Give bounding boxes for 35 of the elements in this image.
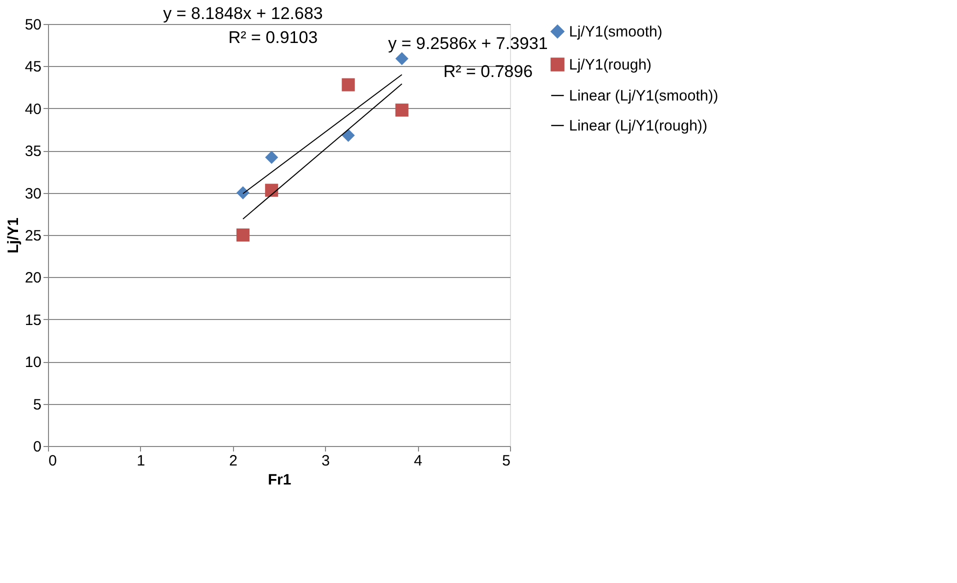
annotation: R² = 0.7896 xyxy=(443,62,533,81)
legend-label: Linear (Lj/Y1(smooth)) xyxy=(569,88,718,104)
y-tick-label: 35 xyxy=(24,143,42,160)
text: y = 8.1848x + 12.683 xyxy=(163,4,323,23)
point xyxy=(265,184,278,197)
point xyxy=(265,150,278,164)
point xyxy=(236,186,250,200)
legend-label: Linear (Lj/Y1(rough)) xyxy=(569,118,708,134)
x-axis-title: Fr1 xyxy=(268,472,292,488)
y-tick-label: 50 xyxy=(24,16,42,34)
y-tick-label: 10 xyxy=(24,354,42,372)
y-tick-label: 40 xyxy=(24,100,42,118)
x-tick-label: 4 xyxy=(414,452,422,470)
y-tick-label: 30 xyxy=(24,185,42,202)
point xyxy=(395,104,408,117)
annotation: R² = 0.9103 xyxy=(228,28,318,47)
x-tick-label: 0 xyxy=(48,452,57,470)
y-tick-label: 25 xyxy=(24,228,42,244)
y-tick-label: 20 xyxy=(24,270,42,287)
point xyxy=(395,52,408,66)
y-axis-title: Lj/Y1 xyxy=(4,218,22,254)
point xyxy=(236,228,250,242)
legend-label: Lj/Y1(smooth) xyxy=(569,24,662,40)
x-tick-label: 5 xyxy=(502,452,510,470)
y-tick-label: 45 xyxy=(24,58,42,76)
point xyxy=(342,78,355,92)
y-tick-label: 5 xyxy=(33,396,42,414)
annotation: y = 9.2586x + 7.3931 xyxy=(388,34,548,53)
y-tick-label: 15 xyxy=(24,312,42,329)
x-tick-label: 1 xyxy=(136,452,146,470)
x-tick-label: 2 xyxy=(229,452,238,470)
legend-label: Lj/Y1(rough) xyxy=(569,56,652,74)
x-tick-label: 3 xyxy=(322,452,330,470)
point xyxy=(342,128,355,142)
y-tick-label: 0 xyxy=(33,438,42,456)
